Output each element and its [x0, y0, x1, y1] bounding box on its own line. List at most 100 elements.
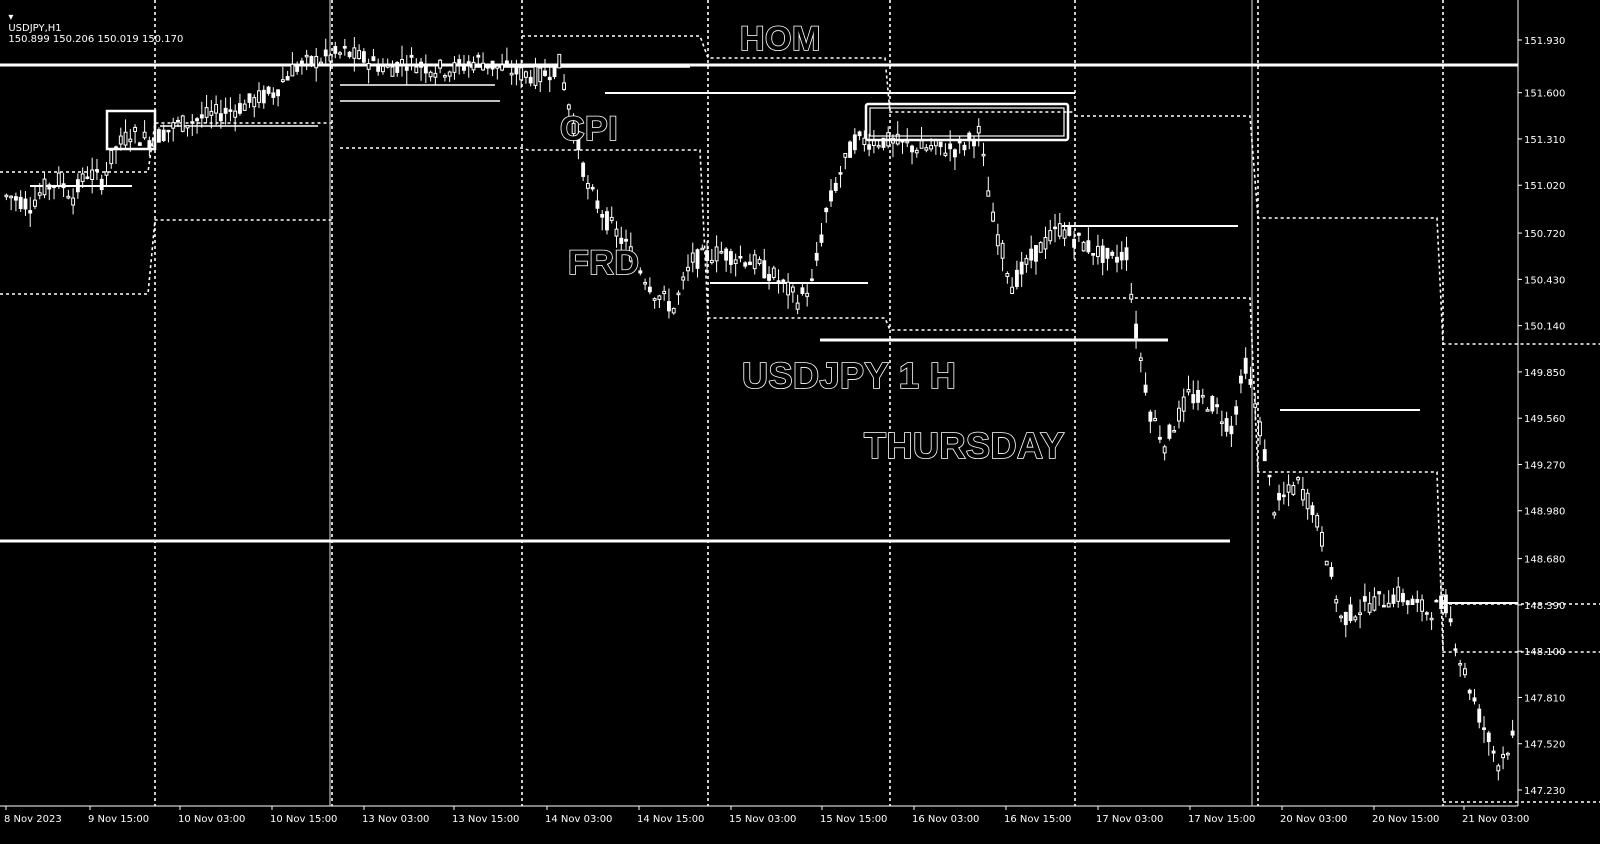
candle — [1215, 397, 1220, 415]
candle-body — [647, 286, 652, 293]
candle — [895, 121, 900, 146]
session-step-2 — [340, 147, 1075, 331]
candle — [9, 195, 14, 211]
candle — [1029, 235, 1034, 269]
candle — [80, 167, 85, 188]
candle — [66, 189, 71, 200]
candle-body — [476, 54, 481, 58]
candle-body — [299, 60, 304, 67]
candle-body — [1343, 611, 1348, 626]
candle — [1148, 409, 1153, 434]
candle-body — [624, 238, 628, 242]
candle — [1405, 599, 1410, 615]
candle — [295, 61, 300, 75]
candle — [285, 70, 290, 81]
candle — [1272, 511, 1277, 519]
candle — [109, 149, 114, 169]
candle — [428, 70, 433, 82]
candle — [1377, 591, 1382, 606]
candle — [1124, 236, 1129, 271]
candle — [257, 82, 261, 109]
candle-body — [1124, 247, 1129, 261]
candle — [37, 183, 42, 200]
annotation-frd: FRD — [567, 243, 640, 283]
candle — [509, 60, 514, 85]
candle-body — [1434, 599, 1439, 603]
candle-body — [447, 71, 452, 77]
candle-body — [609, 216, 614, 221]
candle-body — [304, 54, 309, 58]
candle — [247, 93, 252, 108]
candle-body — [786, 281, 791, 296]
candle-body — [814, 252, 819, 261]
candle — [848, 140, 852, 158]
candle-body — [1215, 404, 1220, 408]
session-step-5 — [1075, 297, 1600, 653]
candle — [1424, 611, 1429, 621]
candle — [299, 57, 304, 75]
candle — [190, 113, 195, 136]
xtick-label-10: 16 Nov 03:00 — [912, 814, 979, 825]
xtick-label-4: 13 Nov 03:00 — [362, 814, 429, 825]
candle-body — [1334, 599, 1339, 604]
candle-body — [314, 55, 319, 69]
candle-body — [600, 213, 605, 218]
header-arrow-icon: ▾ — [8, 12, 14, 23]
candle — [33, 186, 37, 210]
candle-body — [66, 195, 71, 199]
candle — [728, 248, 733, 274]
xtick-label-6: 14 Nov 03:00 — [545, 814, 612, 825]
candle-body — [1324, 560, 1329, 566]
candle-body — [1134, 323, 1138, 339]
candle-body — [1272, 512, 1277, 516]
ytick-label-6: 150.140 — [1524, 322, 1565, 333]
candle — [1181, 388, 1186, 423]
candle — [252, 94, 257, 118]
candle — [1248, 366, 1253, 388]
candle — [23, 191, 28, 216]
candle-body — [223, 107, 228, 114]
candle-body — [1253, 403, 1258, 408]
candle — [1229, 416, 1234, 447]
candle — [442, 73, 447, 82]
candle — [824, 207, 829, 223]
candle — [1110, 250, 1115, 259]
candle-body — [585, 182, 590, 189]
candle-body — [838, 172, 843, 175]
candle-body — [1401, 593, 1405, 603]
candle — [1005, 271, 1010, 284]
candle-body — [52, 185, 56, 188]
candle — [342, 38, 347, 56]
candle-body — [1267, 474, 1272, 478]
candle — [1401, 588, 1405, 606]
candle-body — [881, 137, 886, 148]
candle-body — [1143, 384, 1148, 393]
candle-body — [485, 65, 490, 69]
candle — [1167, 423, 1172, 441]
candle — [714, 235, 719, 273]
candle — [700, 244, 705, 251]
candle-body — [1501, 753, 1506, 759]
candle — [338, 51, 342, 59]
candle-body — [23, 198, 28, 210]
candle-body — [1472, 697, 1477, 702]
candle-body — [199, 114, 204, 119]
xtick-label-16: 21 Nov 03:00 — [1462, 814, 1529, 825]
candle-body — [423, 63, 428, 74]
candle — [1134, 310, 1138, 349]
candle-body — [452, 62, 457, 73]
candle-body — [1196, 389, 1200, 403]
candle-body — [657, 295, 662, 300]
candle-body — [1067, 226, 1072, 236]
candle-body — [242, 103, 247, 111]
candle-body — [976, 125, 981, 134]
candle-body — [357, 50, 362, 60]
candle-body — [1262, 449, 1267, 462]
candle-body — [876, 144, 881, 148]
candle-body — [628, 246, 633, 262]
candle — [762, 248, 767, 279]
candle — [371, 48, 376, 62]
candle-body — [9, 195, 14, 199]
candle — [652, 297, 657, 309]
candle — [1100, 239, 1105, 276]
